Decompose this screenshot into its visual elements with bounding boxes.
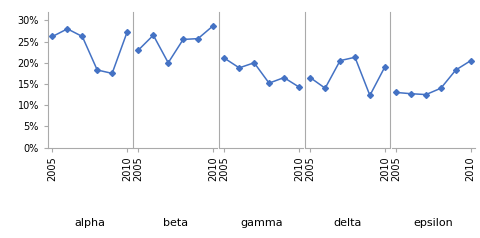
Text: alpha: alpha (74, 218, 105, 228)
Text: gamma: gamma (240, 218, 283, 228)
Text: beta: beta (163, 218, 188, 228)
Text: epsilon: epsilon (414, 218, 453, 228)
Text: delta: delta (333, 218, 362, 228)
